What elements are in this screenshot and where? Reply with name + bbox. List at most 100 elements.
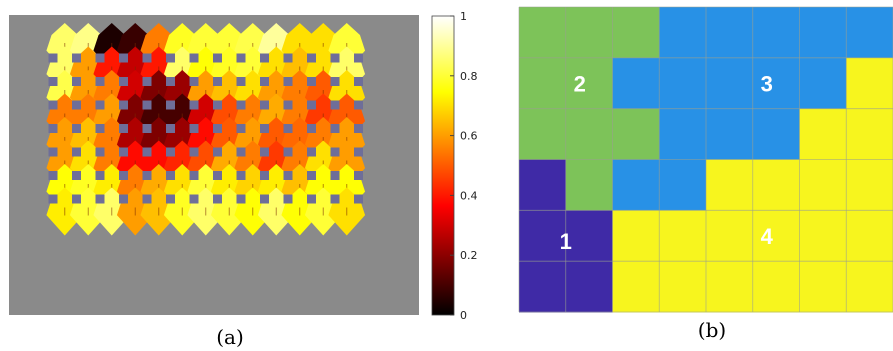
region-cell xyxy=(659,57,707,110)
grid-node xyxy=(189,53,199,63)
grid-node xyxy=(119,77,128,86)
grid-node xyxy=(142,171,152,180)
grid-node xyxy=(330,77,340,86)
region-label-3: 3 xyxy=(761,71,773,96)
grid-node xyxy=(189,147,199,157)
grid-node xyxy=(283,77,293,86)
grid-node xyxy=(48,124,58,133)
grid-node xyxy=(95,100,105,110)
grid-node xyxy=(189,171,199,180)
grid-node xyxy=(354,194,363,204)
grid-node xyxy=(95,53,105,63)
region-cell xyxy=(565,57,613,110)
grid-node xyxy=(166,53,175,63)
grid-node xyxy=(236,53,246,63)
grid-node xyxy=(260,77,269,86)
grid-node xyxy=(354,77,363,86)
grid-node xyxy=(307,171,316,180)
grid-node xyxy=(48,77,58,86)
heatmap-nodes xyxy=(48,53,363,204)
grid-node xyxy=(213,124,222,133)
grid-node xyxy=(72,100,81,110)
region-cell xyxy=(519,159,567,211)
grid-node xyxy=(213,77,222,86)
region-cell xyxy=(519,57,567,110)
region-cell xyxy=(659,261,707,313)
region-cell xyxy=(565,7,613,59)
region-cell xyxy=(612,57,660,110)
grid-node xyxy=(283,194,293,204)
grid-node xyxy=(72,147,81,157)
grid-node xyxy=(330,53,340,63)
region-cell xyxy=(659,210,707,262)
grid-node xyxy=(119,53,128,63)
region-cell xyxy=(799,57,847,110)
grid-node xyxy=(260,147,269,157)
grid-node xyxy=(189,124,199,133)
grid-node xyxy=(48,53,58,63)
region-cell xyxy=(565,108,613,160)
grid-node xyxy=(330,100,340,110)
region-cell xyxy=(799,159,847,211)
colorbar-tick-label: 0.6 xyxy=(460,130,478,143)
grid-node xyxy=(213,194,222,204)
region-cell xyxy=(565,159,613,211)
grid-node xyxy=(283,171,293,180)
region-cell xyxy=(519,7,567,59)
grid-node xyxy=(307,194,316,204)
grid-node xyxy=(189,100,199,110)
region-cell xyxy=(846,159,893,211)
grid-node xyxy=(48,171,58,180)
region-cell xyxy=(706,210,754,262)
grid-node xyxy=(142,147,152,157)
region-cell xyxy=(846,108,893,160)
grid-node xyxy=(213,100,222,110)
grid-node xyxy=(72,53,81,63)
region-cell xyxy=(706,261,754,313)
region-cell xyxy=(799,261,847,313)
heatmap-cells xyxy=(46,23,366,236)
grid-node xyxy=(48,100,58,110)
grid-node xyxy=(95,147,105,157)
grid-node xyxy=(48,194,58,204)
region-cell xyxy=(659,159,707,211)
colorbar-gradient xyxy=(431,15,455,316)
grid-node xyxy=(283,100,293,110)
grid-node xyxy=(213,147,222,157)
panel-b: 1 2 3 4 (b) xyxy=(518,6,893,342)
region-cell xyxy=(659,108,707,160)
grid-node xyxy=(166,194,175,204)
grid-node xyxy=(166,77,175,86)
region-cell xyxy=(612,210,660,262)
region-cell xyxy=(612,261,660,313)
grid-node xyxy=(260,100,269,110)
region-cell xyxy=(519,261,567,313)
grid-node xyxy=(142,100,152,110)
region-cell xyxy=(846,57,893,110)
grid-node xyxy=(236,147,246,157)
grid-node xyxy=(142,194,152,204)
colorbar-tick-label: 1 xyxy=(460,10,467,23)
region-cell xyxy=(706,159,754,211)
colorbar-tick-label: 0.2 xyxy=(460,249,478,262)
grid-node xyxy=(330,171,340,180)
caption-b: (b) xyxy=(698,318,726,342)
grid-node xyxy=(354,147,363,157)
grid-node xyxy=(260,53,269,63)
region-grid xyxy=(519,7,893,313)
grid-node xyxy=(283,147,293,157)
region-label-1: 1 xyxy=(560,229,572,254)
grid-node xyxy=(72,77,81,86)
region-cell xyxy=(846,210,893,262)
region-labels: 1 2 3 4 xyxy=(560,71,774,254)
region-cell xyxy=(519,210,567,262)
colorbar: 0 0.2 0.4 0.6 0.8 1 xyxy=(431,10,478,322)
grid-node xyxy=(213,53,222,63)
region-cell xyxy=(752,7,800,59)
grid-node xyxy=(354,53,363,63)
grid-node xyxy=(236,77,246,86)
region-cell xyxy=(565,261,613,313)
grid-node xyxy=(95,124,105,133)
grid-node xyxy=(119,147,128,157)
region-cell xyxy=(706,7,754,59)
